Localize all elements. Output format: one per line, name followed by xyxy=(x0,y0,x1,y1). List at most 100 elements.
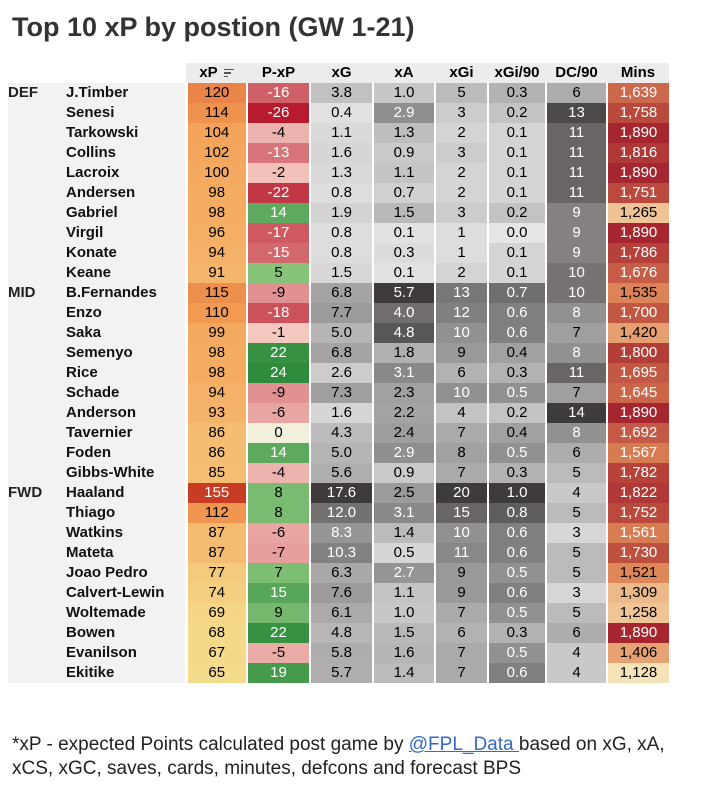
cell-dc90: 11 xyxy=(545,163,607,183)
table-row: Evanilson 67 -5 5.8 1.6 7 0.5 4 1,406 xyxy=(8,643,669,663)
player-name: Saka xyxy=(66,323,186,343)
cell-dc90: 6 xyxy=(545,83,607,103)
cell-xp: 155 xyxy=(184,483,247,503)
cell-xa: 0.5 xyxy=(372,543,435,563)
cell-mins: 1,758 xyxy=(606,103,669,123)
cell-xgi90: 0.5 xyxy=(487,563,546,583)
cell-pxp: -17 xyxy=(246,223,310,243)
column-header-mins[interactable]: Mins xyxy=(607,63,669,83)
cell-mins: 1,786 xyxy=(606,243,669,263)
cell-xgi: 7 xyxy=(434,463,488,483)
column-header-xgi90[interactable]: xGi/90 xyxy=(488,63,546,83)
cell-xgi90: 0.6 xyxy=(487,303,546,323)
cell-dc90: 6 xyxy=(545,443,607,463)
fpl-data-link[interactable]: @FPL_Data xyxy=(408,734,519,755)
cell-xa: 2.4 xyxy=(372,423,435,443)
cell-xg: 4.3 xyxy=(309,423,373,443)
footnote-prefix: *xP - expected Points calculated post ga… xyxy=(12,734,409,755)
cell-xgi90: 0.6 xyxy=(487,663,546,683)
cell-xa: 2.9 xyxy=(372,103,435,123)
cell-xa: 0.9 xyxy=(372,463,435,483)
cell-mins: 1,676 xyxy=(606,263,669,283)
player-name: Gabriel xyxy=(66,203,186,223)
cell-mins: 1,822 xyxy=(606,483,669,503)
cell-xg: 3.8 xyxy=(309,83,373,103)
column-header-pxp[interactable]: P-xP xyxy=(247,63,310,83)
cell-mins: 1,752 xyxy=(606,503,669,523)
cell-dc90: 6 xyxy=(545,623,607,643)
player-name: Gibbs-White xyxy=(66,463,186,483)
player-name: Virgil xyxy=(66,223,186,243)
table-row: Woltemade 69 9 6.1 1.0 7 0.5 5 1,258 xyxy=(8,603,669,623)
cell-xgi: 7 xyxy=(434,663,488,683)
cell-xgi90: 0.2 xyxy=(487,203,546,223)
table-row: Lacroix 100 -2 1.3 1.1 2 0.1 11 1,890 xyxy=(8,163,669,183)
cell-xp: 98 xyxy=(184,203,247,223)
cell-xgi90: 0.3 xyxy=(487,363,546,383)
cell-pxp: -4 xyxy=(246,463,310,483)
table-row: Tarkowski 104 -4 1.1 1.3 2 0.1 11 1,890 xyxy=(8,123,669,143)
column-header-xa[interactable]: xA xyxy=(373,63,435,83)
cell-xp: 115 xyxy=(184,283,247,303)
cell-xa: 1.5 xyxy=(372,203,435,223)
cell-xg: 5.0 xyxy=(309,323,373,343)
cell-pxp: 14 xyxy=(246,443,310,463)
cell-xgi: 10 xyxy=(434,383,488,403)
player-name: Schade xyxy=(66,383,186,403)
cell-xg: 6.3 xyxy=(309,563,373,583)
cell-xp: 110 xyxy=(184,303,247,323)
cell-xp: 93 xyxy=(184,403,247,423)
cell-pxp: -13 xyxy=(246,143,310,163)
cell-xgi: 11 xyxy=(434,543,488,563)
sort-icon[interactable] xyxy=(223,67,234,80)
cell-xgi: 10 xyxy=(434,323,488,343)
player-name: Mateta xyxy=(66,543,186,563)
cell-pxp: 7 xyxy=(246,563,310,583)
cell-xg: 5.6 xyxy=(309,463,373,483)
cell-mins: 1,639 xyxy=(606,83,669,103)
player-name: Enzo xyxy=(66,303,186,323)
cell-xa: 1.3 xyxy=(372,123,435,143)
cell-xp: 98 xyxy=(184,363,247,383)
cell-xa: 1.8 xyxy=(372,343,435,363)
cell-xgi: 3 xyxy=(434,103,488,123)
player-name: Bowen xyxy=(66,623,186,643)
player-name: Foden xyxy=(66,443,186,463)
cell-xgi90: 0.6 xyxy=(487,543,546,563)
cell-mins: 1,535 xyxy=(606,283,669,303)
cell-xg: 7.3 xyxy=(309,383,373,403)
cell-pxp: -5 xyxy=(246,643,310,663)
table-row: DEF J.Timber 120 -16 3.8 1.0 5 0.3 6 1,639 xyxy=(8,83,669,283)
cell-xa: 2.3 xyxy=(372,383,435,403)
cell-mins: 1,782 xyxy=(606,463,669,483)
column-header-dc90[interactable]: DC/90 xyxy=(546,63,607,83)
cell-xg: 4.8 xyxy=(309,623,373,643)
cell-xg: 1.6 xyxy=(309,403,373,423)
cell-pxp: 19 xyxy=(246,663,310,683)
cell-pxp: 9 xyxy=(246,603,310,623)
player-name: Keane xyxy=(66,263,186,283)
cell-xa: 2.5 xyxy=(372,483,435,503)
column-header-xgi[interactable]: xGi xyxy=(435,63,488,83)
player-name: J.Timber xyxy=(66,83,186,103)
column-header-xg[interactable]: xG xyxy=(310,63,373,83)
cell-xgi90: 0.1 xyxy=(487,143,546,163)
cell-xp: 112 xyxy=(184,503,247,523)
table-row: Thiago 112 8 12.0 3.1 15 0.8 5 1,752 xyxy=(8,503,669,523)
cell-dc90: 8 xyxy=(545,423,607,443)
cell-pxp: -16 xyxy=(246,83,310,103)
player-name: Ekitike xyxy=(66,663,186,683)
table-row: Watkins 87 -6 8.3 1.4 10 0.6 3 1,561 xyxy=(8,523,669,543)
cell-xa: 0.9 xyxy=(372,143,435,163)
column-header-xp[interactable]: xP xyxy=(186,63,247,83)
cell-xgi90: 0.4 xyxy=(487,423,546,443)
cell-xgi90: 0.1 xyxy=(487,263,546,283)
cell-xgi90: 0.6 xyxy=(487,583,546,603)
cell-dc90: 5 xyxy=(545,603,607,623)
cell-xgi: 6 xyxy=(434,623,488,643)
table-row: Andersen 98 -22 0.8 0.7 2 0.1 11 1,751 xyxy=(8,183,669,203)
cell-xa: 2.7 xyxy=(372,563,435,583)
cell-xgi90: 0.1 xyxy=(487,243,546,263)
cell-xgi: 3 xyxy=(434,143,488,163)
cell-dc90: 5 xyxy=(545,503,607,523)
